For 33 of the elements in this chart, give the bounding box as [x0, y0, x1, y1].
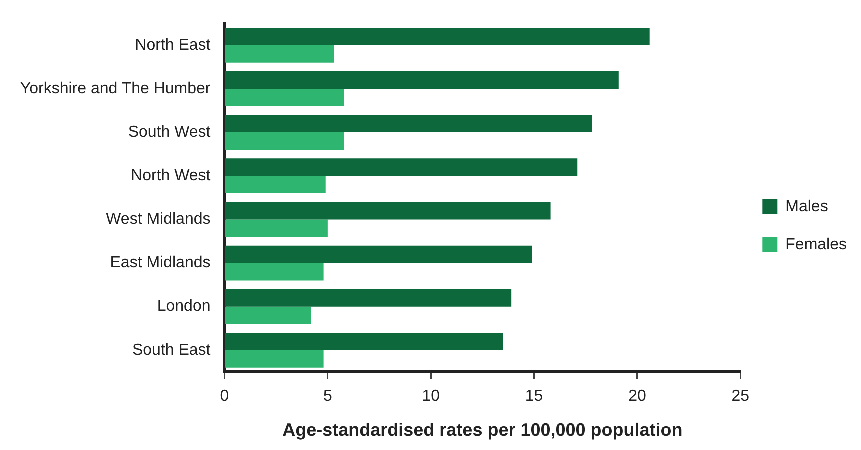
bar	[226, 88, 344, 106]
bar	[226, 246, 532, 264]
legend-label: Females	[786, 236, 848, 254]
y-tick-label: South West	[128, 124, 212, 141]
y-tick-label: North West	[131, 168, 212, 185]
y-tick-label: London	[157, 298, 211, 316]
bar	[226, 289, 512, 307]
bar	[226, 202, 551, 220]
x-axis-title: Age-standardised rates per 100,000 population	[282, 420, 683, 440]
bar	[226, 176, 326, 194]
bar	[226, 28, 650, 46]
y-tick-label: Yorkshire and The Humber	[20, 80, 212, 98]
bar	[226, 306, 312, 324]
x-tick-label: 25	[732, 388, 750, 406]
y-tick-label: West Midlands	[106, 211, 211, 228]
x-tick-label: 20	[628, 388, 646, 406]
bar	[226, 45, 334, 63]
bar	[226, 72, 619, 89]
bar	[226, 220, 328, 238]
y-tick-label: East Midlands	[110, 254, 211, 272]
x-tick-label: 0	[220, 388, 230, 406]
x-tick-label: 10	[422, 388, 440, 406]
bar	[226, 158, 578, 176]
bar	[226, 132, 344, 150]
bar	[226, 332, 504, 350]
x-tick-label: 5	[323, 388, 332, 406]
legend-label: Males	[786, 198, 828, 216]
x-tick-label: 15	[525, 388, 544, 406]
bar	[226, 263, 324, 281]
bar	[226, 115, 592, 133]
bar	[226, 350, 324, 368]
y-tick-label: South East	[132, 342, 212, 359]
y-tick-label: North East	[135, 36, 212, 54]
